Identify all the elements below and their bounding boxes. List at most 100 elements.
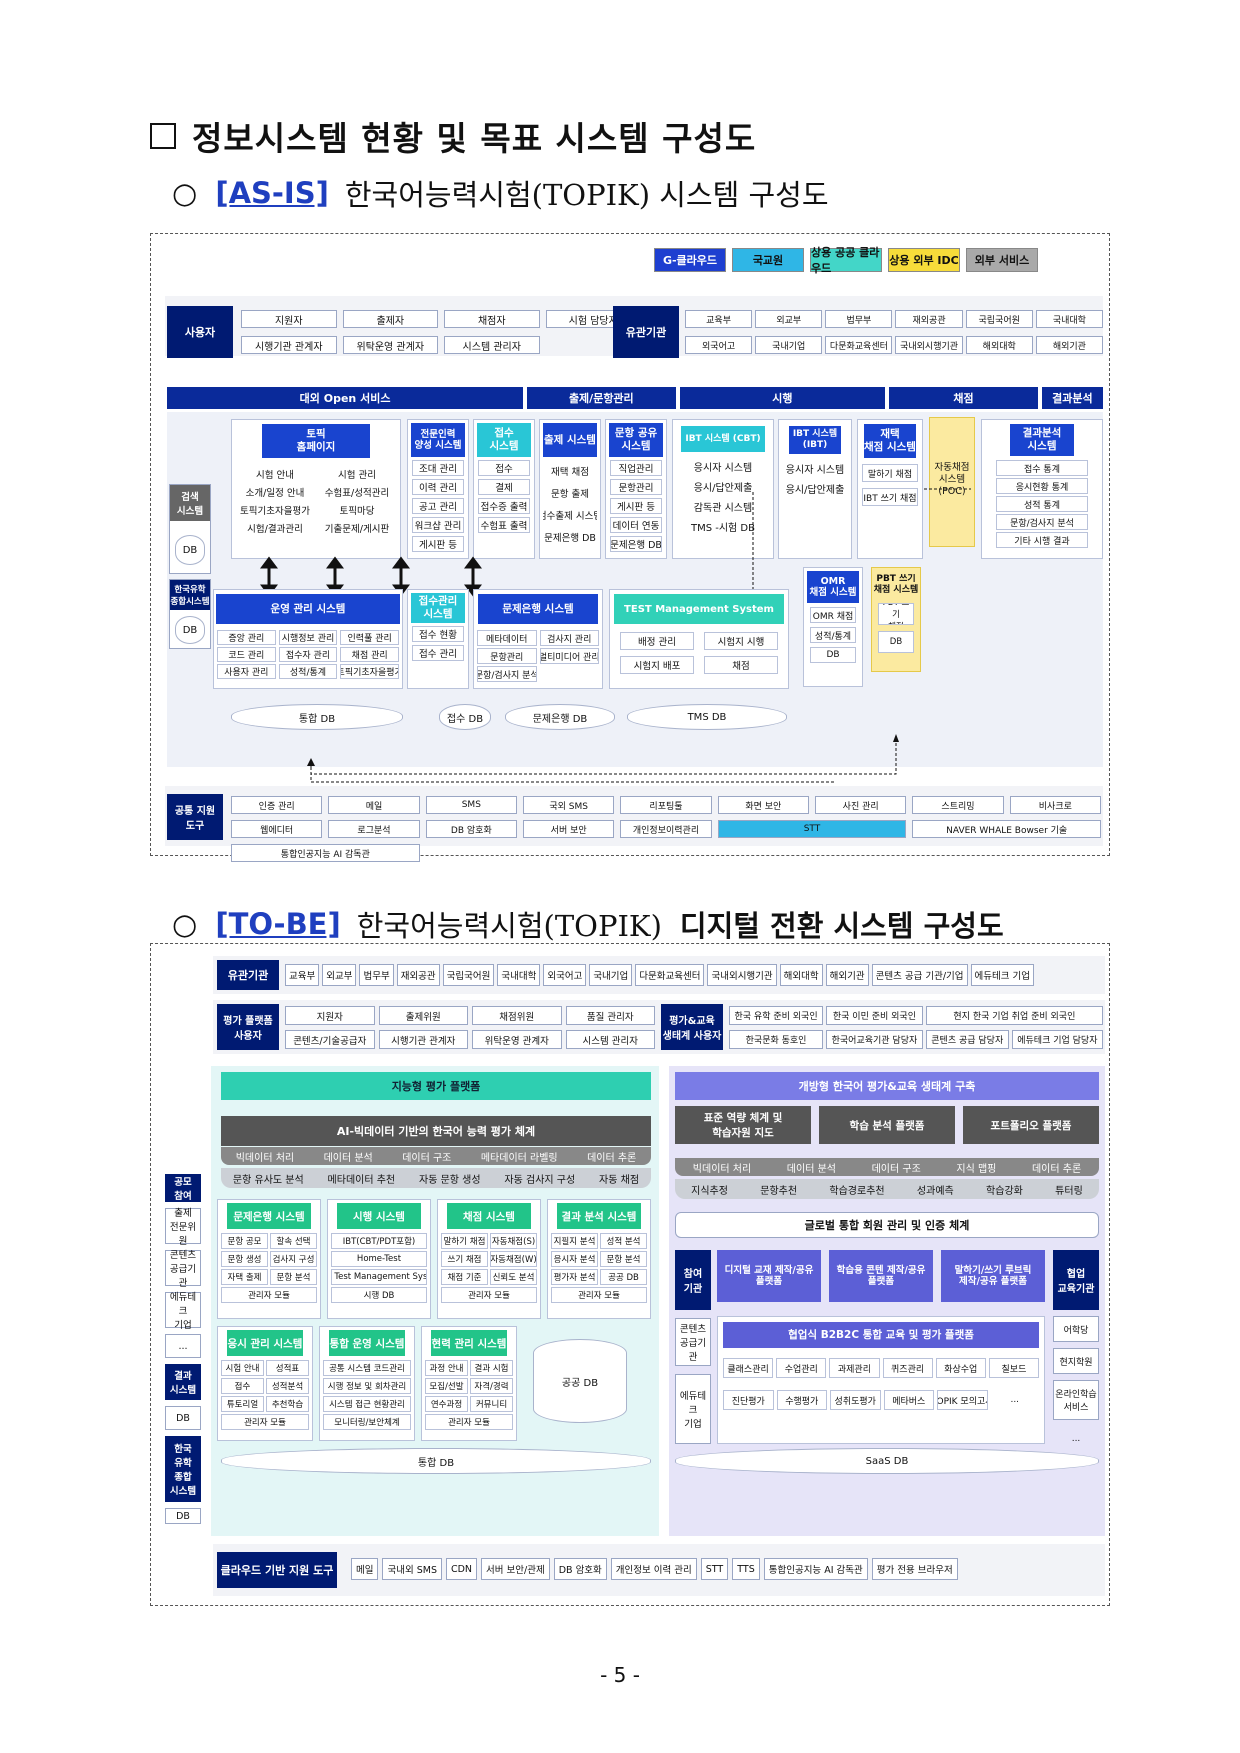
system-item: 성적표 [266, 1360, 309, 1376]
eco-user-item: 에듀테크 기업 담당자 [1011, 1030, 1103, 1049]
system-items: 공통 시스템 코드관리 시행 정보 및 회차관리 시스템 접근 현황관리 모니터링/보… [323, 1360, 411, 1430]
b2b-item: 과제관리 [829, 1358, 880, 1378]
tool-item: 화면 보안 [717, 796, 809, 814]
agency-item: 다문화교육센터 [825, 336, 893, 354]
tool-item: SMS [425, 796, 517, 814]
result-items: 접수 통계 응시현황 통계 성적 통계 문항/검사지 분석 기타 시행 결과 [982, 460, 1102, 548]
asis-diagram: G-클라우드 국교원 상용 공공 클라우드 상용 외부 IDC 외부 서비스 사용자 지… [150, 233, 1110, 862]
receipt-mgmt-box: 접수관리 시스템 [411, 593, 465, 623]
tobe-agency-item: 다문화교육센터 [635, 964, 705, 986]
tobe-agency-item: 해외기관 [825, 964, 869, 986]
search-system: 검색 시스템 DB [169, 484, 211, 574]
section-header: 결과분석 [1041, 387, 1103, 409]
tool-item: 리포팅툴 [620, 796, 712, 814]
list-item: 사용자 관리 [217, 664, 276, 679]
b2b-item: 성취도평가 [830, 1390, 881, 1410]
list-item: 기타 시행 결과 [996, 532, 1088, 548]
grading-box: 재택 채점 시스템 [864, 424, 916, 458]
system-item: 시행 DB [331, 1287, 427, 1303]
agency-item: 국내대학 [1035, 310, 1103, 328]
list-item: 문제은행 DB [610, 536, 662, 552]
list-item: 시험지 시행 [704, 632, 778, 650]
pill-item: 성과예측 [916, 1185, 954, 1197]
ops-box: 운영 관리 시스템 [216, 594, 400, 624]
omr-items: OMR 채점 성적/통계 DB [804, 607, 862, 663]
participation-label: 참여 기관 [675, 1250, 711, 1310]
system-item: 문항 생성 [221, 1251, 268, 1267]
eco-user-item: 한국 이민 준비 외국인 [826, 1006, 923, 1025]
platform-user-item: 시행기관 관계자 [378, 1030, 468, 1049]
b2b-item: 칠보드 [988, 1358, 1040, 1378]
section-headers: 대외 Open 서비스 출제/문항관리 시행 채점 결과분석 [167, 387, 1103, 409]
system-title: 시행 시스템 [337, 1203, 421, 1229]
legend-item: 외부 서비스 [966, 248, 1038, 272]
list-item: 멀티미디어 관리 [539, 648, 599, 664]
tobe-agency-item: 법무부 [359, 964, 394, 986]
b2b-title: 협업식 B2B2C 통합 교육 및 평가 플랫폼 [723, 1322, 1039, 1348]
agency-item: 국내외시행기관 [895, 336, 963, 354]
auto-grading-label: 자동채점 시스템 (POC) [934, 462, 970, 497]
eco-boxes: 디지털 교재 제작/공유 플랫폼 학습용 콘텐 제작/공유 플랫폼 말하기/쓰기 루… [717, 1250, 1045, 1302]
omr-panel: OMR 채점 시스템 OMR 채점 성적/통계 DB [803, 567, 863, 687]
topik-home-box: 토픽 홈페이지 [262, 424, 370, 458]
system-box: 응시 관리 시스템 시험 안내 성적표 접수 성적분석 튜토리얼 추천학습 관리자 모듈 [217, 1326, 313, 1441]
list-item: 토픽기초자을평가 [340, 664, 399, 679]
list-item: 토픽기초자을평가 [240, 506, 310, 517]
tobe-agency-item: 국내대학 [497, 964, 541, 986]
left-item: 출제 전문위원 [165, 1208, 201, 1247]
tms-db: TMS DB [627, 704, 787, 730]
eco-top-item: 학습 분석 플랫폼 [819, 1106, 955, 1144]
system-item: 말하기 채점 [441, 1233, 488, 1249]
user-item: 지원자 [241, 310, 337, 328]
b2b-item: 수행평가 [776, 1390, 827, 1410]
list-item: 접수 현황 [412, 626, 464, 642]
pill-item: 데이터 분석 [786, 1163, 836, 1175]
tobe-agency-item: 교육부 [285, 964, 320, 986]
korea-study-label: 한국유학 종합시스템 [170, 580, 210, 610]
list-item: 시험 안내 [256, 470, 294, 481]
system-item: 관리자 모듈 [425, 1414, 513, 1430]
system-item: 공공 DB [600, 1269, 647, 1285]
agency-item: 법무부 [825, 310, 893, 328]
integrated-db: 통합 DB [231, 704, 403, 730]
member-management: 글로벌 통합 회원 관리 및 인증 체계 [675, 1212, 1099, 1238]
tobe-agency-item: 국립국어원 [442, 964, 495, 986]
system-title: 채점 시스템 [447, 1203, 531, 1229]
pill-item: 데이터 구조 [871, 1163, 921, 1175]
list-item: 기출문제/게시판 [324, 524, 390, 535]
left-item: ... [165, 1334, 201, 1358]
system-item: 연수과정 [425, 1396, 468, 1412]
expert-panel: 전문인력 양성 시스템 조대 관리 이력 관리 공고 관리 워크샵 관리 게시판 등 [407, 419, 469, 559]
tobe-heading: ○ [TO-BE] 한국어능력시험(TOPIK) 디지털 전환 시스템 구성도 [172, 903, 1004, 945]
legend-item: 국교원 [732, 248, 804, 272]
grading-panel: 재택 채점 시스템 말하기 채점 IBT 쓰기 채점 [857, 419, 923, 559]
agency-item: 해외대학 [965, 336, 1033, 354]
system-item: 시험 안내 [221, 1360, 264, 1376]
list-item: 응시/답안제출 [679, 478, 767, 494]
tms-panel: TEST Management System 배정 관리 시험지 시행 시험지 배포… [609, 589, 789, 689]
eco-user-item: 현지 한국 기업 취업 준비 외국인 [925, 1006, 1103, 1025]
system-box: 채점 시스템 말하기 채점 자동채점(S) 쓰기 채점 자동채점(W) 채점 기준 신뢰도 … [437, 1199, 541, 1319]
pill-item: 학습강화 [986, 1185, 1023, 1197]
b2b-item: TOPIK 모의고사 [937, 1390, 988, 1410]
receipt-panel: 접수 시스템 접수 결제 접수증 출력 수험표 출력 [473, 419, 535, 559]
legend-item: 상용 공공 클라우드 [810, 246, 882, 275]
pill-item: 데이터 추론 [1031, 1163, 1082, 1175]
cloud-tool-item: TTS [732, 1558, 760, 1580]
cloud-tool-item: 개인정보 이력 관리 [610, 1558, 697, 1580]
pill-item: 데이터 분석 [323, 1152, 373, 1164]
system-item: 성적 분석 [600, 1233, 647, 1249]
eco-top: 표준 역량 체계 및 학습자원 지도 학습 분석 플랫폼 포트폴리오 플랫폼 [675, 1106, 1099, 1144]
public-db: 공공 DB [533, 1339, 627, 1423]
list-item: 수험표 출력 [478, 517, 530, 533]
system-items: 시험 안내 성적표 접수 성적분석 튜토리얼 추천학습 관리자 모듈 [221, 1360, 309, 1430]
system-item: 접수 [221, 1378, 264, 1394]
eco-row-1: 빅데이터 처리 데이터 분석 데이터 구조 지식 맵핑 데이터 추론 [675, 1158, 1099, 1176]
b2b-item: 메타버스 [883, 1390, 934, 1410]
system-items: IBT(CBT/PDT포함) Home-Test TMS Test Manageme… [331, 1233, 427, 1303]
list-item: 접수 관리 [412, 645, 464, 661]
cloud-tool-item: CDN [445, 1558, 478, 1580]
system-item: 결과 시험 [470, 1360, 513, 1376]
tool-item: 스트리밍 [912, 796, 1004, 814]
circle-bullet-icon: ○ [172, 176, 198, 210]
